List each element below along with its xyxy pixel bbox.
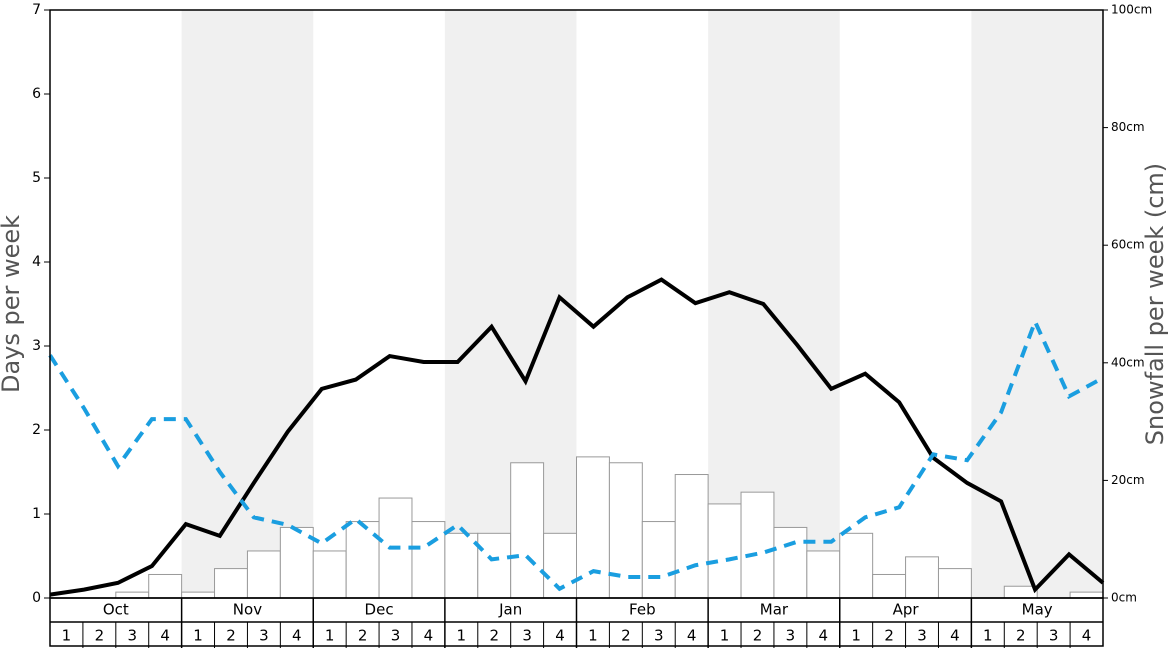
x-tick-label: 4 (555, 627, 565, 645)
x-tick-label: 3 (522, 627, 532, 645)
month-label: Apr (893, 601, 920, 619)
month-label: Dec (365, 601, 394, 619)
bar (1003, 585, 1038, 599)
bar (148, 573, 183, 599)
bar (510, 462, 545, 599)
y-tick-label: 0 (32, 590, 41, 606)
month-shade (971, 10, 1103, 598)
y2-axis-label: Snowfall per week (cm) (1141, 163, 1168, 445)
bar (641, 521, 676, 599)
x-tick-label: 3 (786, 627, 796, 645)
x-tick-label: 3 (391, 627, 401, 645)
month-label: May (1022, 601, 1053, 619)
x-tick-label: 4 (424, 627, 434, 645)
x-tick-label: 3 (259, 627, 269, 645)
bar (707, 503, 742, 599)
y2-tick-label: 80cm (1111, 120, 1145, 134)
x-tick-label: 1 (983, 627, 993, 645)
bar (806, 550, 841, 599)
y-tick-label: 6 (32, 86, 41, 102)
bar (839, 532, 874, 599)
y-tick-label: 1 (32, 506, 41, 522)
x-tick-label: 1 (457, 627, 467, 645)
x-tick-label: 3 (127, 627, 137, 645)
month-label: Oct (103, 601, 129, 619)
x-tick-label: 3 (1049, 627, 1059, 645)
bar (444, 532, 479, 599)
y2-tick-label: 20cm (1111, 473, 1145, 487)
x-tick-label: 1 (720, 627, 730, 645)
y-tick-label: 2 (32, 422, 41, 438)
month-label: Mar (760, 601, 789, 619)
line (49, 277, 1105, 597)
y2-tick-label: 60cm (1111, 238, 1145, 252)
y2-tick-label: 0cm (1111, 591, 1137, 605)
bar (740, 491, 775, 599)
bar (345, 521, 380, 599)
x-tick-label: 1 (588, 627, 598, 645)
x-tick-label: 4 (687, 627, 697, 645)
bar (773, 526, 808, 599)
y-tick-label: 7 (32, 2, 41, 18)
month-shade (181, 10, 314, 598)
x-tick-label: 4 (950, 627, 960, 645)
month-label: Feb (629, 601, 656, 619)
bar (872, 573, 907, 599)
x-tick-label: 2 (95, 627, 105, 645)
x-tick-label: 2 (884, 627, 894, 645)
bar (411, 521, 446, 599)
y-tick-label: 5 (32, 170, 41, 186)
bar (905, 556, 939, 599)
x-tick-label: 1 (62, 627, 72, 645)
bar (674, 474, 709, 599)
x-tick-label: 1 (851, 627, 861, 645)
y-tick-label: 4 (32, 254, 41, 270)
x-tick-label: 2 (1016, 627, 1026, 645)
x-tick-label: 2 (489, 627, 499, 645)
x-tick-label: 2 (226, 627, 236, 645)
x-tick-label: 1 (193, 627, 203, 645)
bar (115, 591, 150, 599)
x-tick-label: 3 (654, 627, 664, 645)
y-tick-label: 3 (32, 338, 41, 354)
x-tick-label: 2 (753, 627, 763, 645)
bar (477, 532, 512, 599)
x-tick-label: 4 (1082, 627, 1092, 645)
bar (937, 568, 972, 599)
bar (181, 591, 216, 599)
bar (214, 568, 248, 599)
y-axis-label: Days per week (0, 215, 25, 393)
x-tick-label: 1 (325, 627, 335, 645)
bar (246, 550, 281, 599)
x-tick-label: 4 (292, 627, 302, 645)
month-label: Nov (233, 601, 262, 619)
month-label: Jan (498, 601, 522, 619)
x-tick-label: 3 (917, 627, 927, 645)
x-tick-label: 2 (621, 627, 631, 645)
x-tick-label: 4 (819, 627, 829, 645)
x-tick-label: 4 (160, 627, 170, 645)
bar (1069, 591, 1104, 599)
y2-tick-label: 100cm (1111, 3, 1152, 17)
y2-tick-label: 40cm (1111, 355, 1145, 369)
bar (312, 550, 347, 599)
line (48, 316, 1104, 592)
x-tick-label: 2 (358, 627, 368, 645)
